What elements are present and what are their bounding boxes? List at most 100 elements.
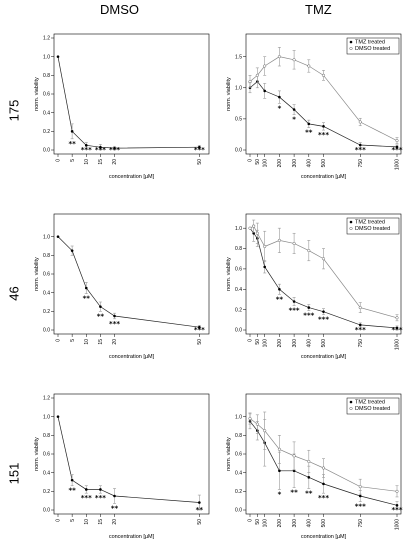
y-tick-label: 1.0 xyxy=(235,226,242,232)
data-point-filled xyxy=(198,325,201,329)
column-header-tmz: TMZ xyxy=(305,2,332,17)
significance-label: *** xyxy=(392,146,403,154)
x-tick-label: 500 xyxy=(321,159,327,168)
y-tick-label: 0.4 xyxy=(43,470,50,476)
series-line-0 xyxy=(57,56,200,149)
y-tick-label: 0.0 xyxy=(43,328,50,334)
y-tick-label: 0.6 xyxy=(235,267,242,273)
legend-entry: TMZ treated xyxy=(355,40,385,46)
legend-entry: TMZ treated xyxy=(355,220,385,226)
data-point-filled xyxy=(278,287,281,291)
y-tick-label: 0.6 xyxy=(235,452,242,458)
y-tick-label: 0.2 xyxy=(235,307,242,313)
y-tick-label: 0.4 xyxy=(235,470,242,476)
legend-marker-filled xyxy=(349,400,353,404)
y-tick-label: 1.0 xyxy=(235,414,242,420)
y-tick-label: 0.4 xyxy=(235,287,242,293)
data-point-open xyxy=(358,306,362,310)
data-point-open xyxy=(277,55,281,59)
y-axis-label: norm. viability xyxy=(34,437,40,471)
chart-svg-dmso-175: 0.0 0.2 0.4 0.6 0.8 1.0 1.2 0 5 10 15 20 50 norm. via… xyxy=(34,33,210,180)
data-point-filled xyxy=(358,494,362,498)
data-point-open xyxy=(263,64,267,68)
x-tick-label: 1000 xyxy=(395,519,401,530)
x-axis-label: concentration [µM] xyxy=(109,174,155,180)
significance-label: ** xyxy=(68,140,76,148)
legend-marker-open xyxy=(349,46,353,51)
legend-entry: DMSO treated xyxy=(355,46,390,52)
data-point-open xyxy=(248,226,252,230)
x-tick-label: 1000 xyxy=(395,159,401,170)
chart-svg-dmso-151: 0.0 0.2 0.4 0.6 0.8 1.0 1.2 0 5 10 15 20 50 norm. via… xyxy=(34,393,210,540)
data-point-filled xyxy=(70,249,74,252)
data-point-open xyxy=(292,241,296,246)
data-point-open xyxy=(292,454,296,458)
significance-label: *** xyxy=(303,312,314,320)
significance-label: ** xyxy=(276,295,284,303)
x-tick-label: 200 xyxy=(277,519,283,528)
y-tick-label: 1.2 xyxy=(43,396,50,402)
legend-marker-open xyxy=(349,406,353,411)
legend-entry: DMSO treated xyxy=(355,406,390,412)
significance-label: *** xyxy=(289,307,300,315)
data-point-filled xyxy=(278,95,281,99)
y-tick-label: 0.8 xyxy=(43,253,50,259)
row-header-46: 46 xyxy=(6,286,22,301)
legend-box xyxy=(346,37,400,55)
significance-label: ** xyxy=(111,504,119,512)
y-tick-label: 0.4 xyxy=(43,290,50,296)
x-tick-label: 5 xyxy=(70,159,76,162)
data-point-open xyxy=(395,139,399,143)
chart-svg-tmz-46: 0.0 0.2 0.4 0.6 0.8 1.0 0 50 100 200 300 400 500 750 1… xyxy=(226,213,403,360)
column-header-dmso: DMSO xyxy=(100,2,139,17)
data-point-filled xyxy=(99,488,102,491)
legend-entry: TMZ treated xyxy=(355,400,385,406)
y-tick-label: 0.8 xyxy=(235,433,242,439)
data-point-open xyxy=(395,489,399,493)
x-tick-label: 500 xyxy=(321,519,327,528)
data-point-filled xyxy=(395,504,399,507)
significance-label: *** xyxy=(109,146,120,154)
data-point-filled xyxy=(84,286,88,290)
data-point-filled xyxy=(56,235,60,238)
data-point-open xyxy=(277,238,281,242)
data-point-filled xyxy=(307,122,311,126)
y-tick-label: 1.0 xyxy=(43,414,50,420)
y-tick-label: 0.2 xyxy=(235,489,242,495)
significance-label: *** xyxy=(318,131,329,139)
significance-label: *** xyxy=(392,326,403,334)
series-line-0 xyxy=(57,236,200,328)
y-tick-label: 0.0 xyxy=(43,148,50,154)
data-point-filled xyxy=(307,306,311,309)
x-tick-label: 1000 xyxy=(395,339,401,350)
y-tick-label: 0.0 xyxy=(43,508,50,514)
y-tick-label: 0.2 xyxy=(43,489,50,495)
x-tick-label: 50 xyxy=(197,159,203,165)
x-tick-label: 15 xyxy=(98,339,104,345)
y-tick-label: 1.0 xyxy=(43,54,50,60)
y-tick-label: 0.8 xyxy=(43,433,50,439)
plot-frame xyxy=(53,213,210,335)
data-point-filled xyxy=(84,144,88,147)
legend-entry: DMSO treated xyxy=(355,226,390,232)
y-tick-label: 0.0 xyxy=(235,328,242,334)
data-point-open xyxy=(321,466,326,470)
significance-label: ** xyxy=(196,506,204,514)
data-point-open xyxy=(252,224,256,228)
data-point-filled xyxy=(395,145,399,149)
x-tick-label: 400 xyxy=(307,159,313,168)
y-tick-label: 0.5 xyxy=(235,117,242,123)
x-tick-label: 0 xyxy=(56,159,62,162)
data-point-open xyxy=(292,58,296,62)
significance-label: ** xyxy=(68,487,76,495)
significance-label: *** xyxy=(355,326,366,334)
y-axis-label: norm. viability xyxy=(226,437,232,471)
y-tick-label: 1.5 xyxy=(235,54,242,60)
significance-label: *** xyxy=(194,146,205,154)
legend-box xyxy=(346,217,400,235)
y-tick-label: 1.0 xyxy=(235,85,242,91)
y-tick-label: 0.8 xyxy=(235,246,242,252)
significance-label: * xyxy=(292,116,296,124)
x-tick-label: 0 xyxy=(248,159,254,162)
x-tick-label: 10 xyxy=(84,339,90,345)
